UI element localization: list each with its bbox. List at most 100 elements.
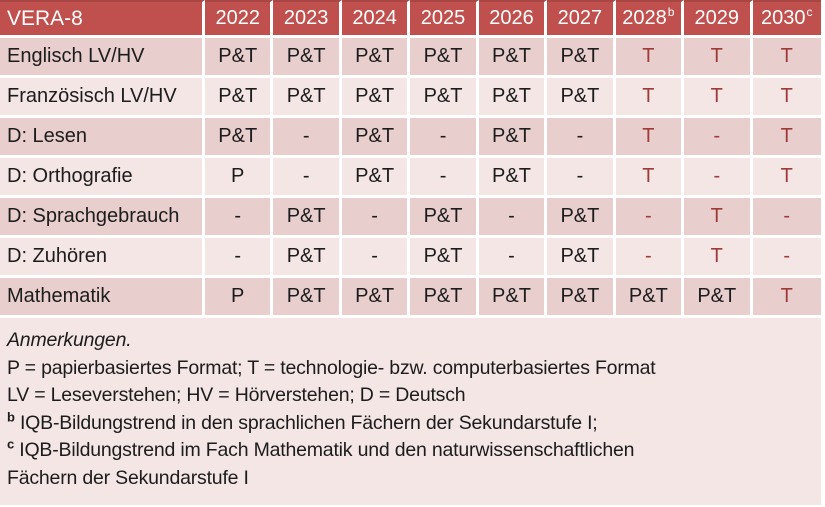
year-header-2024: 2024	[341, 0, 411, 38]
year-header-2025: 2025	[410, 0, 479, 38]
table-cell: -	[615, 198, 685, 238]
year-label: 2030	[761, 7, 806, 29]
table-cell: -	[410, 158, 479, 198]
year-label: 2022	[215, 7, 260, 29]
table-cell: P&T	[273, 38, 342, 78]
table-cell: P&T	[341, 38, 411, 78]
table-cell: T	[752, 38, 821, 78]
table-cell: T	[752, 78, 821, 118]
note-line: c IQB-Bildungstrend im Fach Mathematik u…	[7, 436, 635, 462]
table-cell: T	[684, 38, 753, 78]
table-cell: P&T	[615, 278, 685, 318]
table-row: Mathematik P P&T P&T P&T P&T P&T P&T P&T T	[0, 278, 821, 318]
table-cell: P&T	[478, 278, 548, 318]
table-cell: P&T	[205, 38, 274, 78]
table-row: D: Sprachgebrauch - P&T - P&T - P&T - T -	[0, 198, 821, 238]
year-header-2028: 2028b	[615, 0, 685, 38]
table-cell: P&T	[410, 78, 479, 118]
year-header-2029: 2029	[684, 0, 753, 38]
year-footnote-marker: c	[806, 5, 813, 20]
table-cell: P&T	[478, 78, 548, 118]
table-cell: P&T	[410, 278, 479, 318]
row-label: D: Sprachgebrauch	[0, 198, 205, 238]
year-label: 2028	[622, 7, 667, 29]
table-cell: P&T	[478, 118, 548, 158]
table-cell: -	[478, 238, 548, 278]
table-cell: T	[752, 118, 821, 158]
table-cell: T	[615, 118, 685, 158]
table-row: Englisch LV/HV P&T P&T P&T P&T P&T P&T T T T	[0, 38, 821, 78]
year-label: 2029	[694, 7, 740, 29]
year-label: 2027	[557, 7, 603, 29]
table-row: D: Zuhören - P&T - P&T - P&T - T -	[0, 238, 821, 278]
table-cell: P&T	[273, 278, 342, 318]
table-cell: P&T	[478, 158, 548, 198]
note-line: Anmerkungen.	[7, 329, 132, 351]
table-cell: T	[615, 158, 685, 198]
row-label: Englisch LV/HV	[0, 38, 205, 78]
table-header-row: VERA-8 2022 2023 2024 2025 2026 2027 2028b 2029…	[0, 0, 821, 38]
table-cell: P&T	[410, 38, 479, 78]
footnote-marker: c	[7, 436, 15, 452]
table-cell: P&T	[410, 198, 479, 238]
year-header-2022: 2022	[205, 0, 274, 38]
table-cell: -	[205, 198, 274, 238]
year-label: 2024	[352, 7, 397, 29]
table-cell: -	[273, 158, 342, 198]
table-cell: -	[341, 198, 411, 238]
table-cell: P&T	[547, 78, 616, 118]
table-cell: P	[205, 278, 274, 318]
table-title-cell: VERA-8	[0, 0, 205, 38]
year-label: 2023	[283, 7, 329, 29]
table-cell: P&T	[341, 158, 411, 198]
table-cell: P&T	[547, 238, 616, 278]
table-cell: P&T	[684, 278, 753, 318]
table-cell: P&T	[273, 198, 342, 238]
table-cell: -	[547, 118, 616, 158]
table-cell: -	[615, 238, 685, 278]
table-cell: P&T	[410, 238, 479, 278]
row-label: D: Lesen	[0, 118, 205, 158]
year-footnote-marker: b	[667, 5, 675, 20]
year-label: 2026	[489, 7, 534, 29]
table-cell: -	[341, 238, 411, 278]
table-cell: -	[273, 118, 342, 158]
year-header-2030: 2030c	[752, 0, 821, 38]
table-cell: P&T	[205, 118, 274, 158]
table-cell: P&T	[341, 118, 411, 158]
table-row: D: Lesen P&T - P&T - P&T - T - T	[0, 118, 821, 158]
table-cell: P&T	[341, 78, 411, 118]
table-cell: T	[752, 158, 821, 198]
table-cell: T	[752, 278, 821, 318]
vera8-table: VERA-8 2022 2023 2024 2025 2026 2027 2028b 2029…	[0, 0, 821, 318]
year-header-2027: 2027	[547, 0, 616, 38]
note-line: b IQB-Bildungstrend in den sprachlichen …	[7, 409, 598, 434]
table-row: Französisch LV/HV P&T P&T P&T P&T P&T P&T T T T	[0, 78, 821, 118]
table-cell: P&T	[273, 78, 342, 118]
table-cell: P&T	[547, 38, 616, 78]
table-cell: T	[615, 38, 685, 78]
table-cell: -	[684, 158, 753, 198]
table-body: Englisch LV/HV P&T P&T P&T P&T P&T P&T T T T Franz…	[0, 38, 821, 318]
footnote-marker: b	[7, 409, 15, 424]
table-cell: T	[684, 198, 753, 238]
table-row: D: Orthografie P - P&T - P&T - T - T	[0, 158, 821, 198]
note-line: P = papierbasiertes Format; T = technolo…	[7, 356, 656, 379]
table-cell: -	[752, 198, 821, 238]
table-cell: -	[752, 238, 821, 278]
table-cell: T	[684, 78, 753, 118]
row-label: D: Orthografie	[0, 158, 205, 198]
notes-section: Anmerkungen. P = papierbasiertes Format; …	[0, 318, 821, 507]
year-header-2026: 2026	[478, 0, 548, 38]
table-cell: T	[684, 238, 753, 278]
table-cell: -	[547, 158, 616, 198]
table-cell: -	[410, 118, 479, 158]
year-label: 2025	[420, 7, 466, 29]
row-label: Französisch LV/HV	[0, 78, 205, 118]
table-cell: -	[684, 118, 753, 158]
table-cell: T	[615, 78, 685, 118]
table-cell: P	[205, 158, 274, 198]
row-label: D: Zuhören	[0, 238, 205, 278]
note-line: Fächern der Sekundarstufe I	[7, 466, 249, 489]
